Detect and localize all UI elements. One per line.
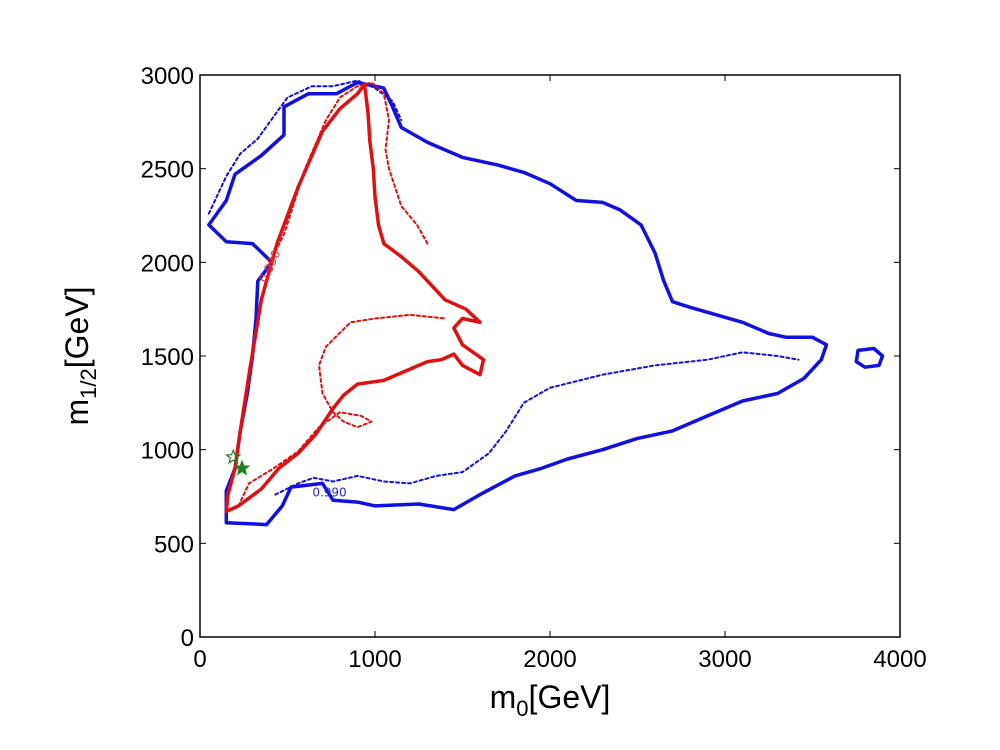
y-tick-label: 0 (181, 625, 194, 652)
y-tick-label: 1000 (141, 438, 194, 465)
star-marker-2 (225, 448, 242, 465)
y-tick-label: 500 (154, 531, 194, 558)
series-layer (207, 79, 885, 527)
y-tick-label: 3000 (141, 63, 194, 90)
x-axis-title-subscript: 0 (516, 696, 528, 721)
contour-line-6 (269, 81, 429, 264)
y-axis-title-main: m (59, 399, 95, 426)
contour-line-1 (207, 80, 829, 527)
contour-level-label-1: 0.990 (312, 486, 346, 500)
y-axis-title-subscript: 1/2 (76, 368, 101, 399)
x-axis-title: m0[GeV] (490, 679, 611, 721)
y-axis-title-unit: [GeV] (59, 286, 95, 368)
x-tick-label: 4000 (873, 646, 926, 673)
x-axis-ticks: 0 1000 2000 3000 4000 (193, 75, 927, 673)
marker-layer (225, 448, 251, 476)
contour-line-3 (207, 79, 403, 215)
x-tick-label: 2000 (523, 646, 576, 673)
contour-line-7 (854, 346, 885, 369)
y-tick-label: 2500 (141, 157, 194, 184)
plot-background (200, 75, 900, 637)
star-marker-1 (233, 459, 251, 476)
x-axis-title-main: m (490, 679, 517, 715)
x-axis-title-unit: [GeV] (529, 679, 611, 715)
contour-line-2 (274, 351, 800, 496)
x-tick-label: 0 (193, 646, 206, 673)
y-tick-label: 2000 (141, 250, 194, 277)
x-tick-label: 1000 (348, 646, 401, 673)
x-tick-label: 3000 (698, 646, 751, 673)
y-axis-title: m1/2[GeV] (59, 286, 101, 425)
y-axis-ticks: 0 500 1000 1500 2000 2500 3000 (141, 63, 900, 652)
y-tick-label: 1500 (141, 344, 194, 371)
contour-line-5 (237, 313, 446, 507)
